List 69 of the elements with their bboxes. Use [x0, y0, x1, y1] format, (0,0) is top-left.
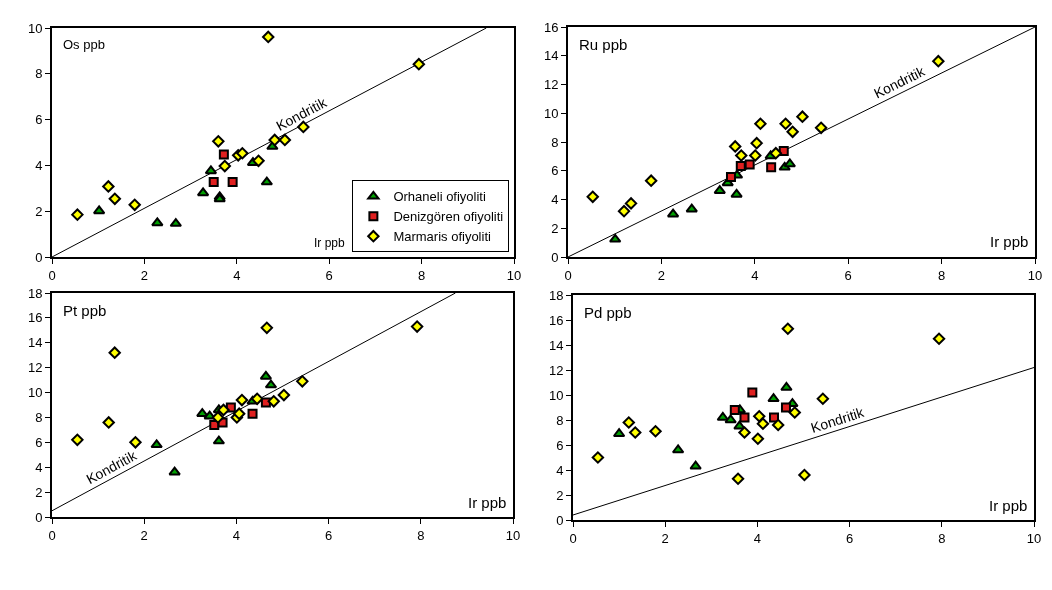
x-axis-title: Ir ppb: [468, 494, 507, 511]
y-axis-title: Pt ppb: [63, 302, 107, 319]
y-tick-label: 10: [27, 20, 43, 36]
y-tick-label: 8: [556, 412, 564, 428]
y-tick-label: 12: [548, 362, 564, 378]
y-tick-label: 2: [35, 203, 43, 219]
x-tick-label: 4: [233, 267, 241, 283]
y-tick-label: 4: [35, 157, 43, 173]
y-tick-label: 6: [556, 437, 564, 453]
x-tick-label: 2: [657, 267, 666, 283]
x-tick-label: 2: [140, 267, 149, 283]
y-tick-label: 0: [35, 509, 43, 525]
x-tick-label: 6: [324, 527, 333, 543]
x-tick-label: 6: [845, 530, 854, 546]
y-tick-label: 6: [35, 112, 43, 128]
y-tick-label: 16: [27, 310, 43, 326]
x-tick-label: 10: [1027, 267, 1043, 283]
x-tick-label: 0: [48, 267, 56, 283]
y-tick-label: 8: [35, 66, 43, 82]
y-tick-label: 0: [551, 249, 559, 265]
y-tick-label: 10: [543, 105, 559, 121]
x-tick-label: 6: [844, 267, 852, 283]
y-tick-label: 10: [548, 387, 564, 403]
x-tick-label: 8: [417, 527, 425, 543]
legend-label: Marmaris ofiyoliti: [393, 229, 491, 245]
y-tick-label: 6: [551, 163, 559, 179]
y-tick-label: 18: [27, 285, 43, 301]
x-tick-label: 4: [751, 267, 759, 283]
y-tick-label: 0: [35, 249, 43, 265]
y-tick-label: 14: [543, 48, 559, 64]
x-axis-title: Ir ppb: [990, 233, 1029, 250]
legend-label: Denizgören ofiyoliti: [393, 209, 504, 225]
y-axis-title: Ru ppb: [579, 36, 628, 53]
y-tick-label: 12: [543, 77, 559, 93]
y-tick-label: 14: [548, 337, 564, 353]
x-axis-title: Ir ppb: [989, 497, 1028, 514]
y-tick-label: 10: [27, 385, 43, 401]
y-tick-label: 18: [548, 287, 564, 303]
y-tick-label: 2: [35, 484, 43, 500]
x-tick-label: 8: [937, 267, 946, 283]
x-tick-label: 8: [417, 267, 426, 283]
y-tick-label: 0: [556, 512, 564, 528]
y-tick-label: 2: [556, 487, 564, 503]
x-tick-label: 4: [753, 530, 762, 546]
y-tick-label: 2: [551, 220, 559, 236]
x-tick-label: 4: [232, 527, 241, 543]
x-tick-label: 2: [140, 527, 148, 543]
x-tick-label: 2: [661, 530, 669, 546]
y-tick-label: 16: [543, 19, 559, 35]
x-tick-label: 8: [938, 530, 946, 546]
x-tick-label: 0: [48, 527, 56, 543]
x-tick-label: 10: [1026, 530, 1042, 546]
y-tick-label: 16: [548, 312, 564, 328]
y-axis-title: Pd ppb: [584, 304, 632, 321]
x-tick-label: 10: [506, 267, 522, 283]
y-tick-label: 8: [35, 409, 43, 425]
y-tick-label: 14: [27, 335, 43, 351]
x-axis-title: Ir ppb: [314, 236, 346, 250]
x-tick-label: 0: [569, 530, 577, 546]
y-tick-label: 4: [35, 459, 43, 475]
x-tick-label: 10: [505, 527, 521, 543]
y-tick-label: 8: [551, 134, 559, 150]
legend-label: Orhaneli ofiyoliti: [393, 189, 486, 205]
x-tick-label: 6: [325, 267, 333, 283]
y-tick-label: 12: [27, 360, 43, 376]
y-tick-label: 4: [556, 462, 564, 478]
y-tick-label: 6: [35, 434, 43, 450]
y-tick-label: 4: [551, 192, 559, 208]
y-axis-title: Os ppb: [63, 37, 105, 52]
